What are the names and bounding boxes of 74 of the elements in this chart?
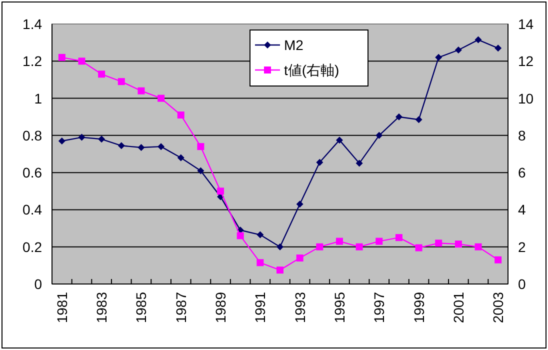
point (454, 240, 462, 248)
point (98, 136, 106, 143)
point (256, 231, 264, 238)
point (474, 36, 482, 44)
y-tick-label: 0.6 (22, 164, 42, 181)
x-tick-label: 1993 (292, 292, 308, 324)
x-tick-label: 2003 (490, 292, 506, 324)
point (138, 144, 145, 151)
point (256, 259, 264, 266)
point (376, 132, 383, 139)
point (58, 138, 66, 144)
x-tick-label: 1987 (172, 292, 189, 324)
y-tick-label: 1.4 (22, 16, 42, 32)
point (58, 54, 66, 61)
y2-tick-label: 12 (518, 53, 534, 70)
x-tick-label: 1997 (371, 292, 388, 324)
point (474, 243, 482, 250)
point (177, 112, 184, 118)
y-tick-label: 1 (34, 90, 42, 106)
y2-tick-label: 4 (518, 202, 526, 218)
point (98, 70, 106, 78)
y-tick-label: 0.4 (22, 202, 42, 218)
point (276, 243, 284, 250)
point (177, 154, 184, 162)
point (118, 142, 125, 150)
y2-tick-label: 8 (518, 127, 526, 144)
point (454, 46, 462, 54)
point (217, 188, 224, 195)
point (494, 44, 502, 52)
x-tick-label: 1999 (410, 292, 427, 324)
point (78, 134, 86, 141)
point (415, 116, 422, 124)
y2-tick-label: 14 (518, 16, 534, 32)
point (336, 136, 343, 144)
y2-tick-label: 10 (518, 90, 534, 106)
point (236, 232, 244, 240)
point (494, 256, 502, 264)
point (197, 143, 204, 150)
x-tick-label: 1995 (331, 292, 348, 324)
point (395, 113, 402, 120)
point (118, 78, 125, 86)
legend-label: M2 (284, 37, 304, 53)
point (435, 240, 442, 247)
y2-tick-label: 2 (518, 238, 526, 255)
y-tick-label: 1.2 (22, 53, 42, 70)
y-tick-label: 0 (34, 276, 42, 292)
point (296, 200, 304, 208)
point (356, 243, 363, 250)
point (395, 234, 402, 242)
point (78, 58, 86, 65)
point (138, 87, 145, 94)
point (316, 158, 324, 166)
y-tick-label: 0.2 (22, 238, 42, 255)
point (376, 238, 383, 245)
legend-label: t値(右軸) (284, 62, 340, 78)
y2-tick-label: 6 (518, 164, 526, 181)
x-tick-label: 1991 (252, 292, 268, 324)
point (276, 266, 284, 274)
y-tick-label: 0.8 (22, 127, 42, 144)
point (158, 94, 165, 102)
point (415, 244, 422, 252)
x-tick-label: 2001 (450, 292, 466, 324)
point (336, 238, 343, 245)
y2-tick-label: 0 (518, 276, 526, 292)
point (356, 160, 363, 167)
x-tick-label: 1983 (94, 292, 110, 324)
point (435, 54, 442, 61)
x-tick-label: 1985 (133, 292, 150, 324)
point (296, 254, 304, 262)
x-tick-label: 1981 (54, 292, 70, 324)
point (316, 243, 324, 250)
point (197, 167, 204, 174)
x-tick-label: 1989 (212, 292, 229, 324)
point (158, 143, 165, 150)
